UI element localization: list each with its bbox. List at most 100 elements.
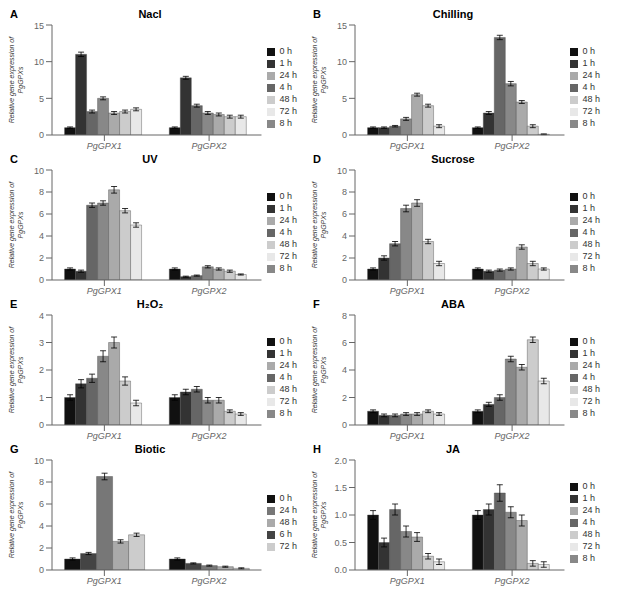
html-text:24 h: 24 h xyxy=(279,70,297,80)
svg-text:0: 0 xyxy=(39,420,44,430)
svg-text:PgGPX1: PgGPX1 xyxy=(390,431,425,441)
html-text:0 h: 0 h xyxy=(279,46,292,56)
html-text:72 h: 72 h xyxy=(279,106,297,116)
html-text:Biotic: Biotic xyxy=(134,443,166,455)
svg-text:2: 2 xyxy=(39,253,44,263)
svg-text:10: 10 xyxy=(34,456,44,466)
html-text:UV: UV xyxy=(142,153,158,165)
svg-text:PgGPX2: PgGPX2 xyxy=(192,141,227,151)
svg-text:6: 6 xyxy=(342,338,347,348)
svg-text:Relative gene expression ofPgG: Relative gene expression ofPgGPXs xyxy=(311,181,328,268)
html-text:0 h: 0 h xyxy=(582,191,595,201)
html-text:4 h: 4 h xyxy=(582,227,595,237)
svg-text:1.5: 1.5 xyxy=(334,483,347,493)
html-text:Chilling: Chilling xyxy=(432,8,474,20)
svg-text:2: 2 xyxy=(342,253,347,263)
html-text:24 h: 24 h xyxy=(279,215,297,225)
svg-text:PgGPX1: PgGPX1 xyxy=(87,431,122,441)
svg-text:PgGPX1: PgGPX1 xyxy=(87,576,122,586)
svg-text:Relative gene expression ofPgG: Relative gene expression ofPgGPXs xyxy=(8,471,25,558)
svg-text:PgGPX2: PgGPX2 xyxy=(192,576,227,586)
svg-text:0: 0 xyxy=(342,420,347,430)
svg-text:2: 2 xyxy=(39,365,44,375)
svg-text:PgGPX1: PgGPX1 xyxy=(390,576,425,586)
svg-text:15: 15 xyxy=(337,21,347,31)
svg-text:8: 8 xyxy=(342,187,347,197)
svg-text:10: 10 xyxy=(34,166,44,176)
svg-text:4: 4 xyxy=(39,311,44,321)
html-text:4 h: 4 h xyxy=(582,82,595,92)
svg-text:Relative gene expression ofPgG: Relative gene expression ofPgGPXs xyxy=(311,471,328,558)
svg-text:PgGPX1: PgGPX1 xyxy=(87,286,122,296)
svg-text:5: 5 xyxy=(342,94,347,104)
svg-text:0: 0 xyxy=(39,565,44,575)
svg-text:2.0: 2.0 xyxy=(334,456,347,466)
html-text:4 h: 4 h xyxy=(279,227,292,237)
svg-text:10: 10 xyxy=(337,57,347,67)
html-text:8 h: 8 h xyxy=(279,118,292,128)
html-text:24 h: 24 h xyxy=(582,70,600,80)
svg-text:Relative gene expression ofPgG: Relative gene expression ofPgGPXs xyxy=(8,326,25,413)
html-text:72 h: 72 h xyxy=(582,106,600,116)
svg-text:10: 10 xyxy=(337,166,347,176)
svg-text:8: 8 xyxy=(342,311,347,321)
svg-text:4: 4 xyxy=(342,231,347,241)
svg-text:PgGPX1: PgGPX1 xyxy=(87,141,122,151)
svg-text:0: 0 xyxy=(39,130,44,140)
html-text:H₂O₂: H₂O₂ xyxy=(136,298,164,310)
svg-text:8: 8 xyxy=(39,477,44,487)
html-text:48 h: 48 h xyxy=(582,239,600,249)
html-text:48 h: 48 h xyxy=(279,239,297,249)
html-text:4 h: 4 h xyxy=(279,82,292,92)
svg-text:PgGPX2: PgGPX2 xyxy=(495,286,530,296)
html-text:8 h: 8 h xyxy=(582,118,595,128)
svg-text:2: 2 xyxy=(39,543,44,553)
svg-text:15: 15 xyxy=(34,21,44,31)
svg-text:0.0: 0.0 xyxy=(334,565,347,575)
svg-text:0: 0 xyxy=(39,275,44,285)
svg-text:Relative gene expression ofPgG: Relative gene expression ofPgGPXs xyxy=(311,326,328,413)
svg-text:6: 6 xyxy=(342,209,347,219)
svg-text:2: 2 xyxy=(342,393,347,403)
svg-text:0.5: 0.5 xyxy=(334,538,347,548)
html-text:0 h: 0 h xyxy=(279,191,292,201)
svg-text:5: 5 xyxy=(39,94,44,104)
svg-text:1: 1 xyxy=(39,393,44,403)
html-text:JA: JA xyxy=(446,443,460,455)
html-text:ABA: ABA xyxy=(441,298,465,310)
html-text:1 h: 1 h xyxy=(279,58,292,68)
html-text:Nacl: Nacl xyxy=(138,8,162,20)
svg-text:3: 3 xyxy=(39,338,44,348)
svg-text:0: 0 xyxy=(342,130,347,140)
html-text:1 h: 1 h xyxy=(582,58,595,68)
html-text:48 h: 48 h xyxy=(279,94,297,104)
html-text:24 h: 24 h xyxy=(582,215,600,225)
html-text:0 h: 0 h xyxy=(582,46,595,56)
html-text:8 h: 8 h xyxy=(279,263,292,273)
svg-text:Relative gene expression ofPgG: Relative gene expression ofPgGPXs xyxy=(311,36,328,123)
html-text:1 h: 1 h xyxy=(279,203,292,213)
svg-text:PgGPX1: PgGPX1 xyxy=(390,286,425,296)
html-text:72 h: 72 h xyxy=(279,251,297,261)
svg-text:PgGPX2: PgGPX2 xyxy=(495,576,530,586)
svg-text:0: 0 xyxy=(342,275,347,285)
html-text:48 h: 48 h xyxy=(582,94,600,104)
svg-text:1.0: 1.0 xyxy=(334,510,347,520)
svg-text:6: 6 xyxy=(39,209,44,219)
svg-text:4: 4 xyxy=(39,521,44,531)
svg-text:8: 8 xyxy=(39,187,44,197)
svg-text:Relative gene expression ofPgG: Relative gene expression ofPgGPXs xyxy=(8,36,25,123)
html-text:Sucrose: Sucrose xyxy=(431,153,475,165)
svg-text:PgGPX2: PgGPX2 xyxy=(192,431,227,441)
svg-text:PgGPX2: PgGPX2 xyxy=(192,286,227,296)
svg-text:4: 4 xyxy=(39,231,44,241)
html-text:1 h: 1 h xyxy=(582,203,595,213)
svg-text:4: 4 xyxy=(342,365,347,375)
svg-text:PgGPX2: PgGPX2 xyxy=(495,141,530,151)
svg-text:PgGPX1: PgGPX1 xyxy=(390,141,425,151)
html-text:72 h: 72 h xyxy=(582,251,600,261)
svg-text:6: 6 xyxy=(39,499,44,509)
svg-text:PgGPX2: PgGPX2 xyxy=(495,431,530,441)
svg-text:10: 10 xyxy=(34,57,44,67)
svg-text:Relative gene expression ofPgG: Relative gene expression ofPgGPXs xyxy=(8,181,25,268)
